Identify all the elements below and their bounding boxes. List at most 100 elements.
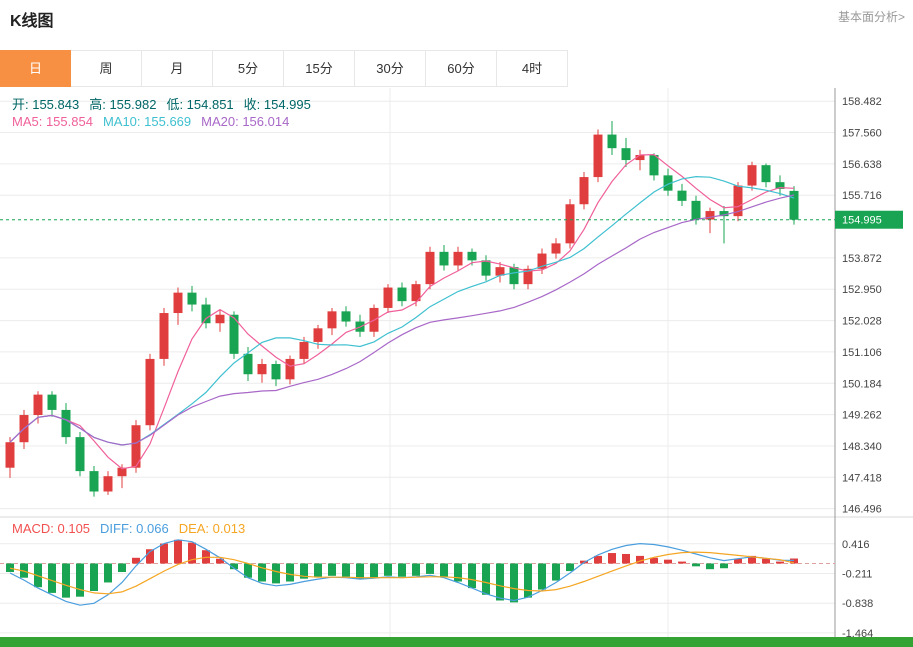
candle-body[interactable] <box>341 311 351 322</box>
header: K线图 基本面分析> <box>0 0 913 38</box>
candle-body[interactable] <box>425 251 435 285</box>
macd-hist-bar <box>510 563 518 603</box>
candle-body[interactable] <box>313 328 323 342</box>
candle-body[interactable] <box>481 260 491 276</box>
macd-hist-bar <box>132 557 140 564</box>
bottom-scrollbar[interactable] <box>0 637 913 647</box>
candle-body[interactable] <box>747 165 757 186</box>
current-price-tag <box>835 210 903 229</box>
macd-hist-bar <box>468 563 476 589</box>
macd-hist-bar <box>734 558 742 564</box>
candle-body[interactable] <box>719 211 729 217</box>
tab-interval-3[interactable]: 5分 <box>213 50 284 87</box>
candle-body[interactable] <box>5 442 15 468</box>
candle-body[interactable] <box>61 409 71 438</box>
legend-dea: DEA: 0.013 <box>178 521 246 536</box>
candle-body[interactable] <box>145 358 155 426</box>
macd-hist-bar <box>76 563 84 597</box>
candle-body[interactable] <box>257 364 267 375</box>
macd-hist-bar <box>748 555 756 564</box>
candle-body[interactable] <box>397 287 407 302</box>
macd-hist-bar <box>48 563 56 593</box>
candle-body[interactable] <box>103 476 113 492</box>
macd-hist-bar <box>174 539 182 564</box>
candle-body[interactable] <box>271 364 281 380</box>
candle-body[interactable] <box>467 251 477 261</box>
candle-body[interactable] <box>453 251 463 266</box>
candle-body[interactable] <box>229 314 239 354</box>
macd-hist-bar <box>482 563 490 595</box>
candle-body[interactable] <box>621 148 631 161</box>
candle-body[interactable] <box>537 253 547 269</box>
candle-body[interactable] <box>495 267 505 276</box>
candle-body[interactable] <box>89 471 99 492</box>
candle-body[interactable] <box>173 292 183 314</box>
legend-close: 收: 154.995 <box>243 97 311 112</box>
candle-body[interactable] <box>509 267 519 285</box>
candle-body[interactable] <box>383 287 393 308</box>
main-axis-tick: 152.028 <box>842 316 882 328</box>
legend-high: 高: 155.982 <box>89 97 157 112</box>
candle-body[interactable] <box>663 175 673 191</box>
candle-body[interactable] <box>733 185 743 217</box>
candle-body[interactable] <box>579 177 589 205</box>
tab-interval-4[interactable]: 15分 <box>284 50 355 87</box>
candle-body[interactable] <box>775 182 785 189</box>
candle-body[interactable] <box>551 243 561 254</box>
legend-open: 开: 155.843 <box>12 97 80 112</box>
candle-body[interactable] <box>705 211 715 220</box>
candle-body[interactable] <box>201 304 211 324</box>
macd-hist-bar <box>622 553 630 564</box>
candle-body[interactable] <box>215 314 225 324</box>
candle-body[interactable] <box>691 200 701 220</box>
macd-hist-bar <box>118 563 126 573</box>
tab-interval-6[interactable]: 60分 <box>426 50 497 87</box>
candle-body[interactable] <box>789 190 799 220</box>
ma5-line <box>9 153 795 470</box>
candle-body[interactable] <box>523 268 533 285</box>
candle-body[interactable] <box>677 190 687 201</box>
candle-body[interactable] <box>649 154 659 176</box>
macd-hist-bar <box>342 563 350 577</box>
kline-chart-svg[interactable]: 154.995 158.482 157.560 156.638 155.716 153.8… <box>0 88 913 637</box>
macd-hist-bar <box>398 563 406 577</box>
tab-interval-2[interactable]: 月 <box>142 50 213 87</box>
candle-body[interactable] <box>243 353 253 375</box>
page-title: K线图 <box>10 13 54 30</box>
macd-hist-bar <box>706 563 714 570</box>
macd-hist-bar <box>594 555 602 564</box>
macd-hist-bar <box>692 563 700 567</box>
macd-hist-bar <box>454 563 462 582</box>
candle-body[interactable] <box>299 341 309 359</box>
candle-body[interactable] <box>439 251 449 266</box>
candle-body[interactable] <box>593 134 603 178</box>
candle-body[interactable] <box>761 165 771 183</box>
candle-body[interactable] <box>187 292 197 305</box>
macd-hist-bar <box>412 563 420 576</box>
tab-interval-5[interactable]: 30分 <box>355 50 426 87</box>
candle-body[interactable] <box>131 425 141 468</box>
candle-body[interactable] <box>327 311 337 329</box>
candle-body[interactable] <box>33 394 43 416</box>
tab-interval-7[interactable]: 4时 <box>497 50 568 87</box>
candle-body[interactable] <box>159 313 169 359</box>
candle-body[interactable] <box>411 284 421 302</box>
tab-interval-1[interactable]: 周 <box>71 50 142 87</box>
macd-hist-bar <box>188 542 196 564</box>
candle-body[interactable] <box>285 358 295 380</box>
ma10-line <box>9 175 795 446</box>
tab-interval-0[interactable]: 日 <box>0 50 71 87</box>
fundamental-analysis-link[interactable]: 基本面分析> <box>837 10 905 24</box>
candle-body[interactable] <box>635 154 645 161</box>
macd-hist-bar <box>356 563 364 579</box>
macd-hist-bar <box>300 563 308 579</box>
candle-body[interactable] <box>607 134 617 149</box>
candle-body[interactable] <box>75 437 85 472</box>
candle-body[interactable] <box>565 204 575 244</box>
legend-ma20: MA20: 156.014 <box>201 114 290 129</box>
main-axis-tick: 148.340 <box>842 441 882 453</box>
candle-body[interactable] <box>47 394 57 410</box>
candle-body[interactable] <box>117 467 127 477</box>
chart-area[interactable]: 154.995 158.482 157.560 156.638 155.716 153.8… <box>0 88 913 637</box>
